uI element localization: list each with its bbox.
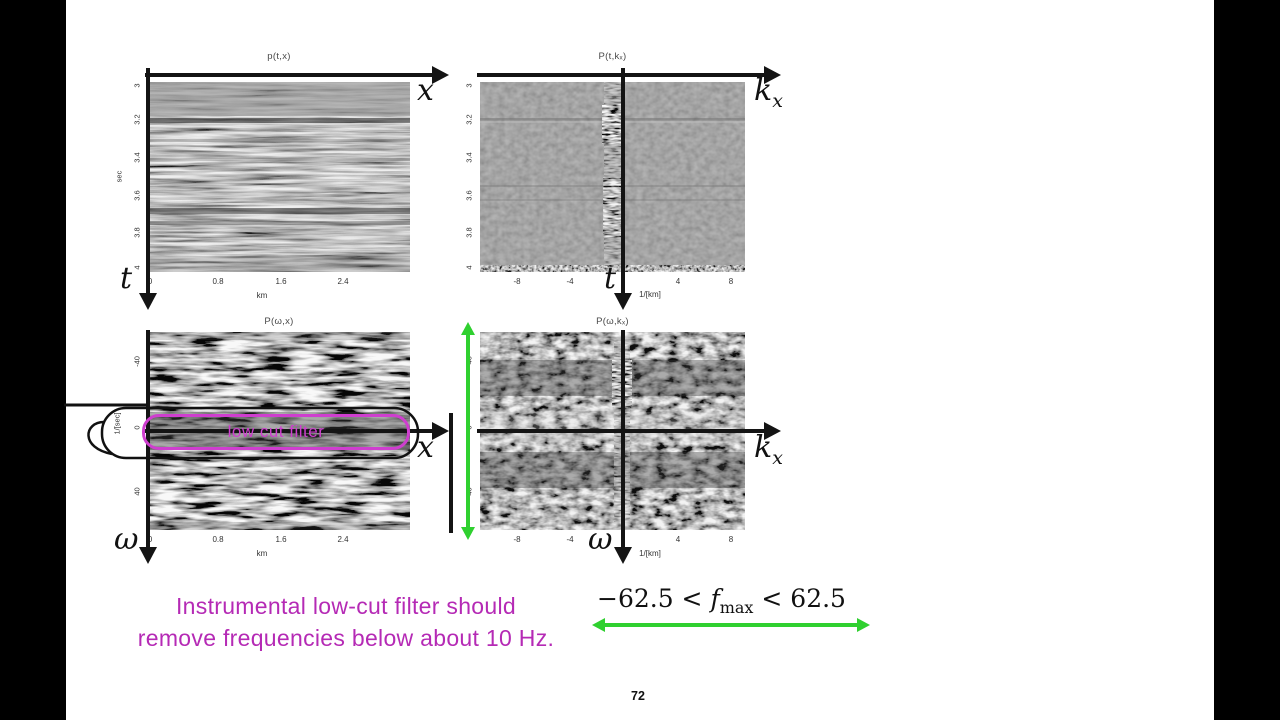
x-axis-unit: 1/[km] [639,290,661,299]
axis-label-t-tx: t [120,261,133,296]
axis-label-kx-tkx: kx [754,73,783,112]
low-cut-filter-label: low cut filter [227,422,325,441]
fmax-post: < 62.5 [753,584,846,613]
axis-t-tkx [614,68,632,310]
y-tick: 3.8 [464,227,474,238]
x-tick: -4 [566,535,574,544]
panel-title-wx: P(ω,x) [264,316,294,327]
y-tick: 40 [132,487,142,496]
y-tick: 3.4 [464,152,474,163]
fmax-inequality: −62.5 < fmax < 62.5 [597,584,846,617]
axis-x-wx [145,422,449,440]
y-tick: 3.2 [464,114,474,125]
x-tick: 1.6 [275,277,287,286]
y-tick: 3 [464,83,474,88]
y-tick: 3.4 [132,152,142,163]
y-tick: 3 [132,83,142,88]
y-tick: 4 [464,265,474,270]
x-tick: 0.8 [212,277,224,286]
fmax-var: f [710,584,720,613]
axis-label-x-tx: x [417,73,434,108]
letterbox-right [1214,0,1280,720]
y-tick: -40 [132,356,142,367]
x-tick: 0 [140,535,160,544]
seismic-image-tkx [480,82,745,272]
axis-label-omega-wx: ω [114,522,139,557]
y-tick: 3.8 [132,227,142,238]
y-tick: 3.6 [132,190,142,201]
axis-x-tx [145,66,449,84]
x-tick: 1.6 [275,535,287,544]
caption-line-1: Instrumental low-cut filter should [175,593,516,619]
x-tick: 8 [728,277,734,286]
panel-title-wkx: P(ω,kₓ) [596,316,629,327]
axis-label-omega-wkx: ω [588,522,613,557]
fmax-pre: −62.5 < [597,584,711,613]
x-tick: 4 [675,535,681,544]
x-tick: 0.8 [212,535,224,544]
x-tick: -8 [513,535,521,544]
x-tick: 8 [728,535,734,544]
frequency-range-arrow-vertical [461,322,475,540]
axis-label-kx-wkx: kx [754,430,783,469]
x-tick: 0 [140,277,160,286]
x-tick: 4 [675,277,681,286]
letterbox-left [0,0,66,720]
x-axis-unit: km [256,549,268,558]
y-tick: 3.2 [132,114,142,125]
page-number: 72 [631,689,645,703]
axis-label-t-tkx: t [604,261,617,296]
x-tick: -4 [566,277,574,286]
caption: Instrumental low-cut filter should remov… [96,590,596,654]
x-axis-unit: 1/[km] [639,549,661,558]
panel-title-tx: p(t,x) [267,51,291,62]
axis-omega-wkx [614,330,632,564]
x-tick: -8 [513,277,521,286]
axis-t-tx [139,68,157,310]
hand-drawn-outline [64,403,420,460]
y-tick: 3.6 [464,190,474,201]
frequency-range-arrow-horizontal [592,618,870,632]
y-axis-unit: sec [114,170,124,183]
fmax-sub: max [719,598,754,617]
low-cut-filter-callout: low cut filter [142,414,410,450]
seismic-image-tx [148,82,410,272]
axis-label-x-wx: x [417,430,434,465]
x-axis-unit: km [256,291,268,300]
caption-line-2: remove frequencies below about 10 Hz. [137,625,555,651]
x-tick: 2.4 [337,535,349,544]
panel-title-tkx: P(t,kₓ) [598,51,627,62]
hand-drawn-line [449,413,453,533]
x-tick: 2.4 [337,277,349,286]
